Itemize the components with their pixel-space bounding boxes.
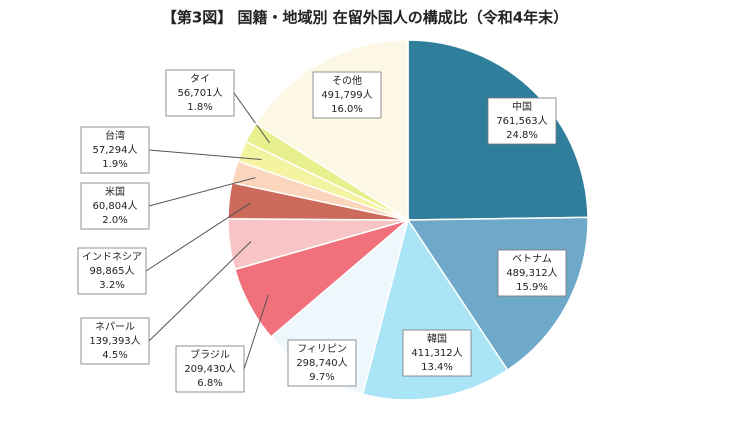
value-label: 98,865人 [90, 265, 135, 277]
label-box [77, 247, 147, 295]
value-label: 57,294人 [93, 144, 138, 156]
category-label: ブラジル [190, 348, 230, 361]
label-box [165, 69, 235, 117]
category-label: 韓国 [427, 333, 447, 345]
leader-line [148, 241, 252, 342]
label-box [497, 249, 567, 297]
leader-line [233, 92, 271, 144]
leader-line [243, 294, 269, 370]
value-label: 491,799人 [321, 89, 372, 101]
percent-label: 6.8% [197, 378, 222, 389]
percent-label: 16.0% [331, 104, 363, 115]
category-label: 中国 [512, 100, 532, 113]
percent-label: 13.4% [421, 362, 453, 373]
category-label: フィリピン [297, 343, 347, 355]
category-label: ネパール [95, 321, 135, 333]
label-box [80, 126, 150, 174]
label-box [287, 339, 357, 387]
category-label: 台湾 [105, 129, 125, 142]
percent-label: 15.9% [516, 282, 548, 293]
label-box [80, 182, 150, 230]
leader-line [145, 202, 251, 272]
label-box [80, 317, 150, 365]
percent-label: 1.9% [102, 159, 127, 170]
category-label: インドネシア [82, 251, 142, 263]
leader-line [148, 149, 262, 161]
value-label: 56,701人 [178, 87, 223, 99]
category-label: ベトナム [512, 253, 552, 265]
value-label: 139,393人 [89, 335, 140, 347]
category-label: タイ [190, 73, 210, 85]
percent-label: 3.2% [99, 280, 124, 291]
chart-title: 【第3図】 国籍・地域別 在留外国人の構成比（令和4年末） [162, 9, 568, 27]
percent-label: 24.8% [506, 130, 538, 141]
value-label: 298,740人 [296, 357, 347, 369]
leader-line [148, 177, 256, 207]
percent-label: 1.8% [187, 102, 212, 113]
label-box [312, 71, 382, 119]
value-label: 489,312人 [506, 267, 557, 279]
percent-label: 2.0% [102, 215, 127, 226]
value-label: 60,804人 [93, 200, 138, 212]
category-label: 米国 [105, 185, 125, 198]
percent-label: 9.7% [309, 372, 334, 383]
percent-label: 4.5% [102, 350, 127, 361]
value-label: 411,312人 [411, 347, 462, 359]
label-box [402, 329, 472, 377]
label-box [175, 345, 245, 393]
label-box [487, 97, 557, 145]
value-label: 209,430人 [184, 363, 235, 375]
value-label: 761,563人 [496, 115, 547, 127]
category-label: その他 [332, 74, 362, 87]
